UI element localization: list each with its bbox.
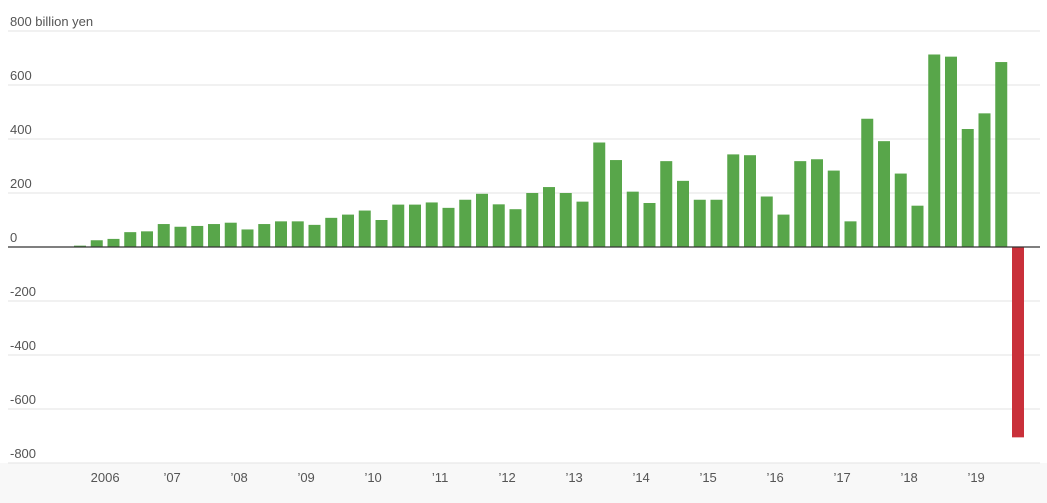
- bar: [425, 202, 438, 247]
- bar: [945, 56, 957, 248]
- bar: [124, 232, 137, 247]
- x-tick-label: ’18: [900, 470, 917, 485]
- bar: [760, 196, 773, 247]
- bar: [509, 209, 522, 247]
- x-tick-label: ’11: [432, 470, 448, 485]
- bar: [174, 226, 187, 247]
- bar: [157, 224, 170, 247]
- bar: [559, 193, 572, 247]
- bar: [1012, 247, 1024, 438]
- bar: [660, 161, 673, 247]
- bar: [526, 193, 539, 247]
- bar: [894, 173, 907, 247]
- y-tick-label: 800 billion yen: [10, 14, 93, 29]
- bar: [827, 170, 840, 247]
- bar: [794, 161, 807, 247]
- bar: [224, 222, 237, 247]
- bar: [576, 201, 589, 247]
- bar: [392, 204, 405, 247]
- bar: [258, 224, 271, 247]
- bar: [358, 210, 371, 247]
- x-tick-label: ’09: [297, 470, 314, 485]
- x-tick-label: ’07: [163, 470, 180, 485]
- bar: [442, 207, 455, 247]
- bar: [928, 54, 941, 247]
- bar: [543, 187, 555, 247]
- y-tick-label: 200: [10, 176, 32, 191]
- bar: [978, 113, 991, 247]
- bar: [710, 199, 723, 247]
- x-tick-label: ’10: [364, 470, 381, 485]
- bar: [861, 118, 874, 247]
- bar: [191, 225, 204, 247]
- bar: [241, 229, 254, 247]
- bar: [677, 180, 689, 247]
- y-tick-label: 600: [10, 68, 32, 83]
- bar: [375, 220, 388, 247]
- axis-band: [0, 463, 1047, 503]
- bar: [492, 204, 505, 247]
- bar: [811, 159, 823, 247]
- x-tick-label: ’15: [699, 470, 716, 485]
- bar: [291, 221, 304, 247]
- bar: [90, 240, 103, 247]
- bar: [995, 62, 1008, 247]
- bar: [626, 191, 639, 247]
- bar: [325, 217, 338, 247]
- bar: [308, 224, 321, 247]
- bar: [208, 224, 220, 247]
- bar: [727, 154, 740, 247]
- bar: [141, 231, 153, 247]
- x-tick-label: ’08: [230, 470, 247, 485]
- bar: [459, 199, 472, 247]
- bar: [342, 214, 354, 247]
- y-tick-label: -200: [10, 284, 36, 299]
- bar: [744, 155, 756, 247]
- bar: [878, 141, 890, 247]
- bar: [961, 129, 974, 247]
- bar: [409, 204, 421, 247]
- y-tick-label: 0: [10, 230, 17, 245]
- x-tick-label: ’16: [766, 470, 783, 485]
- bar: [777, 214, 790, 247]
- bar: [74, 245, 86, 247]
- bar: [911, 205, 924, 247]
- bar: [593, 142, 606, 247]
- x-tick-label: ’14: [632, 470, 649, 485]
- x-tick-label: ’19: [967, 470, 984, 485]
- bar: [643, 202, 656, 247]
- x-tick-label: ’12: [498, 470, 515, 485]
- x-tick-label: ’17: [833, 470, 850, 485]
- y-tick-label: 400: [10, 122, 32, 137]
- y-tick-label: -600: [10, 392, 36, 407]
- bar: [476, 193, 488, 247]
- x-tick-label: 2006: [91, 470, 120, 485]
- x-tick-label: ’13: [565, 470, 582, 485]
- bar: [107, 238, 120, 247]
- bar: [693, 199, 706, 247]
- y-tick-label: -800: [10, 446, 36, 461]
- bar: [844, 221, 857, 247]
- bar: [610, 160, 622, 247]
- bar: [275, 221, 287, 247]
- y-tick-label: -400: [10, 338, 36, 353]
